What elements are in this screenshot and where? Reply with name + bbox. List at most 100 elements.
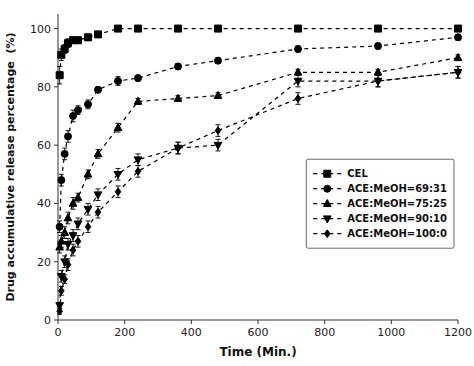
error-bar-cap [96,158,101,159]
point [215,127,221,135]
error-bar [86,34,91,40]
error-bar-cap [176,142,181,143]
error-bar-cap [57,252,62,253]
point [134,157,142,164]
error-bar-cap [296,104,301,105]
error-bar [456,66,461,78]
error-bar-cap [86,99,91,100]
point [294,78,302,85]
error-bar-cap [296,75,301,76]
error-bar-cap [116,197,121,198]
error-bar [86,100,91,109]
legend-marker [324,230,330,238]
error-bar [136,75,141,81]
error-bar [456,66,461,78]
error-bar-cap [59,282,64,283]
error-bar-cap [456,78,461,79]
error-bar-cap [296,86,301,87]
series [56,34,461,233]
error-bar-cap [66,270,71,271]
legend-marker [324,185,331,192]
error-bar-cap [62,159,67,160]
x-tick-label: 0 [55,326,62,339]
error-bar-cap [136,153,141,154]
point [115,25,122,32]
series-line [60,72,458,311]
error-bar-cap [96,206,101,207]
error-bar [76,235,81,247]
series-line [60,58,458,247]
point [214,142,222,149]
point [95,31,102,38]
error-bar-cap [116,168,121,169]
point [94,150,102,157]
error-bar-cap [71,244,76,245]
error-bar-cap [71,121,76,122]
y-tick-label: 20 [37,256,51,269]
y-tick [54,145,58,146]
error-bar [376,75,381,87]
error-bar-cap [116,85,121,86]
x-tick [458,320,459,324]
y-tick [54,203,58,204]
point [175,63,182,70]
error-bar-cap [116,76,121,77]
point [215,57,222,64]
point [74,221,82,228]
point [75,237,81,245]
point [134,97,142,104]
error-bar-cap [66,223,71,224]
series [56,54,462,253]
error-bar-cap [96,200,101,201]
x-axis-label: Time (Min.) [219,345,296,359]
error-bar-cap [57,220,62,221]
point [70,113,77,120]
chart: 020040060080010001200020406080100Time (M… [0,0,474,366]
error-bar-cap [76,201,81,202]
error-bar-cap [216,150,221,151]
error-bar-cap [76,247,81,248]
point [70,246,76,254]
legend-label: ACE:MeOH=90:10 [347,213,447,224]
error-bar-cap [216,124,221,125]
point [56,72,63,79]
error-bar [62,275,67,284]
point [59,287,65,295]
point [295,25,302,32]
point [57,307,63,315]
error-bar [66,131,71,143]
point [454,54,462,61]
point [85,34,92,41]
error-bar [376,75,381,87]
point [455,34,462,41]
legend-label: ACE:MeOH=100:0 [347,228,447,239]
point [56,223,63,230]
error-bar [57,66,62,83]
error-bar-cap [176,153,181,154]
point [57,237,65,244]
error-bar-cap [176,142,181,143]
error-bar [456,34,461,40]
y-tick [54,86,58,87]
error-bar-cap [456,66,461,67]
error-bar-cap [71,255,76,256]
point [94,192,102,199]
error-bar-cap [59,185,64,186]
y-tick [54,261,58,262]
y-axis-label: Drug accumulative release percentage (%) [4,32,17,301]
error-bar [176,142,181,154]
x-tick-label: 800 [314,326,335,339]
point [74,193,82,200]
error-bar-cap [136,177,141,178]
error-bar-cap [66,238,71,239]
error-bar-cap [376,75,381,76]
series-line [60,29,458,76]
error-bar-cap [86,220,91,221]
point [455,25,462,32]
y-tick-label: 80 [37,81,51,94]
error-bar-cap [59,174,64,175]
error-bar [57,308,62,314]
x-tick-label: 400 [181,326,202,339]
x-tick-label: 1200 [444,326,472,339]
error-bar [76,37,81,43]
